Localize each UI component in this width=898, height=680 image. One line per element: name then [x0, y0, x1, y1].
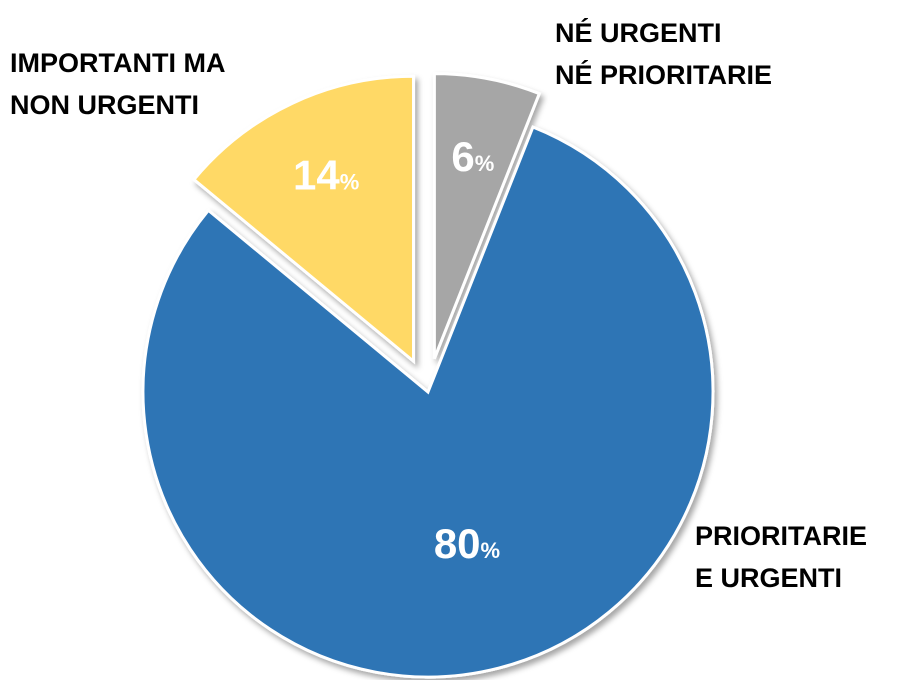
- slice: [141, 125, 715, 679]
- slice: [191, 74, 416, 365]
- value-label: 80%: [434, 520, 500, 567]
- slice: [432, 72, 542, 360]
- category-label: PRIORITARIE E URGENTI: [695, 521, 867, 593]
- pie: [141, 72, 715, 679]
- value-label: 6%: [451, 133, 494, 180]
- labels: 6% NÉ URGENTI NÉ PRIORITARIE 80% PRIORITARIE…: [10, 17, 867, 593]
- value-label: 14%: [293, 152, 359, 199]
- category-label: IMPORTANTI MA NON URGENTI: [10, 48, 225, 120]
- category-label: NÉ URGENTI NÉ PRIORITARIE: [555, 17, 772, 90]
